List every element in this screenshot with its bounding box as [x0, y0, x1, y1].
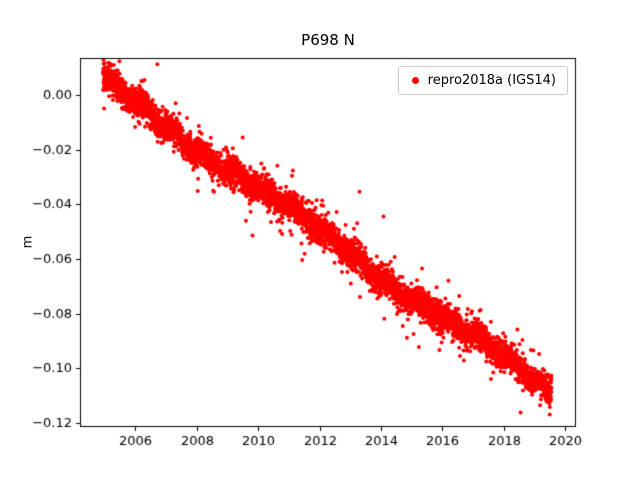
legend-label: repro2018a (IGS14) [427, 73, 556, 88]
legend-marker-icon [411, 77, 419, 84]
y-axis-label: m [20, 235, 36, 249]
chart-title: P698 N [301, 31, 355, 49]
legend: repro2018a (IGS14) [397, 66, 568, 95]
